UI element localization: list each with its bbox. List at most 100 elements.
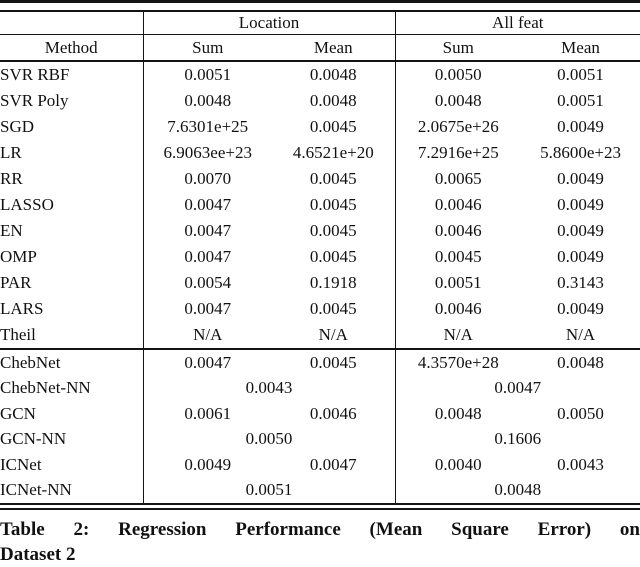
value-cell: 0.0050	[557, 403, 604, 423]
value-cell: 0.0045	[394, 244, 522, 270]
value-cell: 0.0045	[309, 117, 357, 136]
method-cell: ChebNet-NN	[0, 378, 91, 398]
method-cell: Theil	[0, 325, 36, 344]
value-cell: 0.0054	[142, 270, 272, 296]
value-cell: 0.1606	[394, 426, 640, 452]
column-group-location: Location	[142, 12, 396, 35]
value-cell: 0.0070	[142, 166, 272, 192]
table-row: Theil N/A N/A N/A N/A	[0, 322, 640, 349]
value-cell: 0.0061	[142, 401, 272, 427]
results-table: Location All feat Method Sum Mean Sum Me…	[0, 12, 640, 503]
column-header-allfeat-mean: Mean	[521, 34, 640, 62]
method-cell: ICNet-NN	[0, 480, 72, 500]
top-rule-outer	[0, 0, 640, 3]
value-cell: 0.0048	[521, 348, 640, 376]
table-row: EN 0.0047 0.0045 0.0046 0.0049	[0, 218, 640, 244]
value-cell: 4.3570e+28	[394, 348, 522, 376]
value-cell: 0.0047	[142, 192, 272, 218]
value-cell: 0.0045	[309, 299, 357, 318]
value-cell: 0.0050	[394, 61, 522, 88]
method-cell: ICNet	[0, 454, 42, 474]
table-row: LASSO 0.0047 0.0045 0.0046 0.0049	[0, 192, 640, 218]
table-header: Location All feat Method Sum Mean Sum Me…	[0, 12, 640, 62]
section-graph-networks: ChebNet 0.0047 0.0045 4.3570e+28 0.0048 ChebN…	[0, 348, 640, 503]
value-cell: 0.0043	[142, 375, 396, 401]
value-cell: 0.0049	[557, 299, 604, 318]
method-cell: SGD	[0, 117, 35, 136]
value-cell: 0.0047	[142, 218, 272, 244]
value-cell: N/A	[142, 322, 272, 349]
column-header-allfeat-sum: Sum	[394, 34, 522, 62]
value-cell: 0.3143	[557, 273, 604, 292]
method-cell: OMP	[0, 247, 37, 266]
value-cell: 0.0046	[309, 403, 357, 423]
method-cell: EN	[0, 221, 23, 240]
value-cell: 0.0045	[309, 221, 357, 240]
method-cell: GCN	[0, 403, 36, 423]
caption-line-1: Table 2: Regression Performance (Mean Sq…	[0, 519, 640, 540]
value-cell: 0.0050	[142, 426, 396, 452]
table-row: SVR RBF 0.0051 0.0048 0.0050 0.0051	[0, 61, 640, 88]
value-cell: N/A	[318, 325, 348, 344]
value-cell: 0.0051	[394, 270, 522, 296]
column-header-method: Method	[0, 34, 143, 62]
table-row: PAR 0.0054 0.1918 0.0051 0.3143	[0, 270, 640, 296]
top-rule-gap	[0, 3, 640, 10]
bottom-rule-inner	[0, 508, 640, 510]
method-cell: GCN-NN	[0, 429, 67, 449]
value-cell: 0.0047	[309, 454, 357, 474]
column-group-all-feat: All feat	[394, 12, 640, 35]
value-cell: 0.0051	[557, 65, 604, 84]
value-cell: 5.8600e+23	[540, 143, 621, 162]
value-cell: 0.0051	[142, 477, 396, 503]
value-cell: N/A	[565, 325, 596, 344]
table-row: LARS 0.0047 0.0045 0.0046 0.0049	[0, 296, 640, 322]
value-cell: 0.0045	[309, 169, 357, 188]
value-cell: 0.0048	[142, 88, 272, 114]
table-row: GCN 0.0061 0.0046 0.0048 0.0050	[0, 401, 640, 427]
column-header-location-mean: Mean	[272, 34, 396, 62]
corner-cell	[0, 12, 143, 35]
table-row: ChebNet 0.0047 0.0045 4.3570e+28 0.0048	[0, 348, 640, 376]
value-cell: 4.6521e+20	[292, 143, 374, 162]
table-caption: Table 2: Regression Performance (Mean Sq…	[0, 517, 640, 567]
value-cell: 0.0043	[557, 454, 604, 474]
value-cell: 0.0047	[142, 244, 272, 270]
value-cell: 7.2916e+25	[394, 140, 522, 166]
bottom-rule-outer	[0, 503, 640, 505]
value-cell: 0.0048	[394, 88, 522, 114]
section-classic-regressors: SVR RBF 0.0051 0.0048 0.0050 0.0051 SVR Poly 0…	[0, 61, 640, 349]
value-cell: 0.0051	[142, 61, 272, 88]
value-cell: 6.9063ee+23	[142, 140, 272, 166]
method-cell: PAR	[0, 273, 32, 292]
value-cell: 0.0048	[309, 91, 357, 110]
method-cell: ChebNet	[0, 348, 143, 376]
value-cell: 0.0047	[142, 348, 272, 376]
table-row: ChebNet-NN 0.0043 0.0047	[0, 375, 640, 401]
value-cell: 0.0049	[557, 169, 604, 188]
table-row: SGD 7.6301e+25 0.0045 2.0675e+26 0.0049	[0, 114, 640, 140]
table-row: GCN-NN 0.0050 0.1606	[0, 426, 640, 452]
value-cell: 0.0048	[394, 401, 522, 427]
value-cell: 0.0040	[394, 452, 522, 478]
top-rule-inner	[0, 10, 640, 12]
column-header-row: Method Sum Mean Sum Mean	[0, 34, 640, 62]
value-cell: 0.0048	[309, 65, 357, 84]
method-cell: RR	[0, 169, 23, 188]
value-cell: 0.0049	[557, 221, 604, 240]
method-cell: LR	[0, 143, 22, 162]
value-cell: 0.0047	[142, 296, 272, 322]
value-cell: 0.0046	[394, 192, 522, 218]
table-row: SVR Poly 0.0048 0.0048 0.0048 0.0051	[0, 88, 640, 114]
method-cell: SVR Poly	[0, 91, 69, 110]
value-cell: 0.0046	[394, 218, 522, 244]
table-row: ICNet 0.0049 0.0047 0.0040 0.0043	[0, 452, 640, 478]
caption-line-2: Dataset 2	[0, 544, 76, 565]
method-cell: LASSO	[0, 195, 54, 214]
table-row: ICNet-NN 0.0051 0.0048	[0, 477, 640, 503]
value-cell: 0.0045	[309, 247, 357, 266]
value-cell: 0.0048	[394, 477, 640, 503]
value-cell: 7.6301e+25	[142, 114, 272, 140]
value-cell: 0.0045	[272, 348, 396, 376]
